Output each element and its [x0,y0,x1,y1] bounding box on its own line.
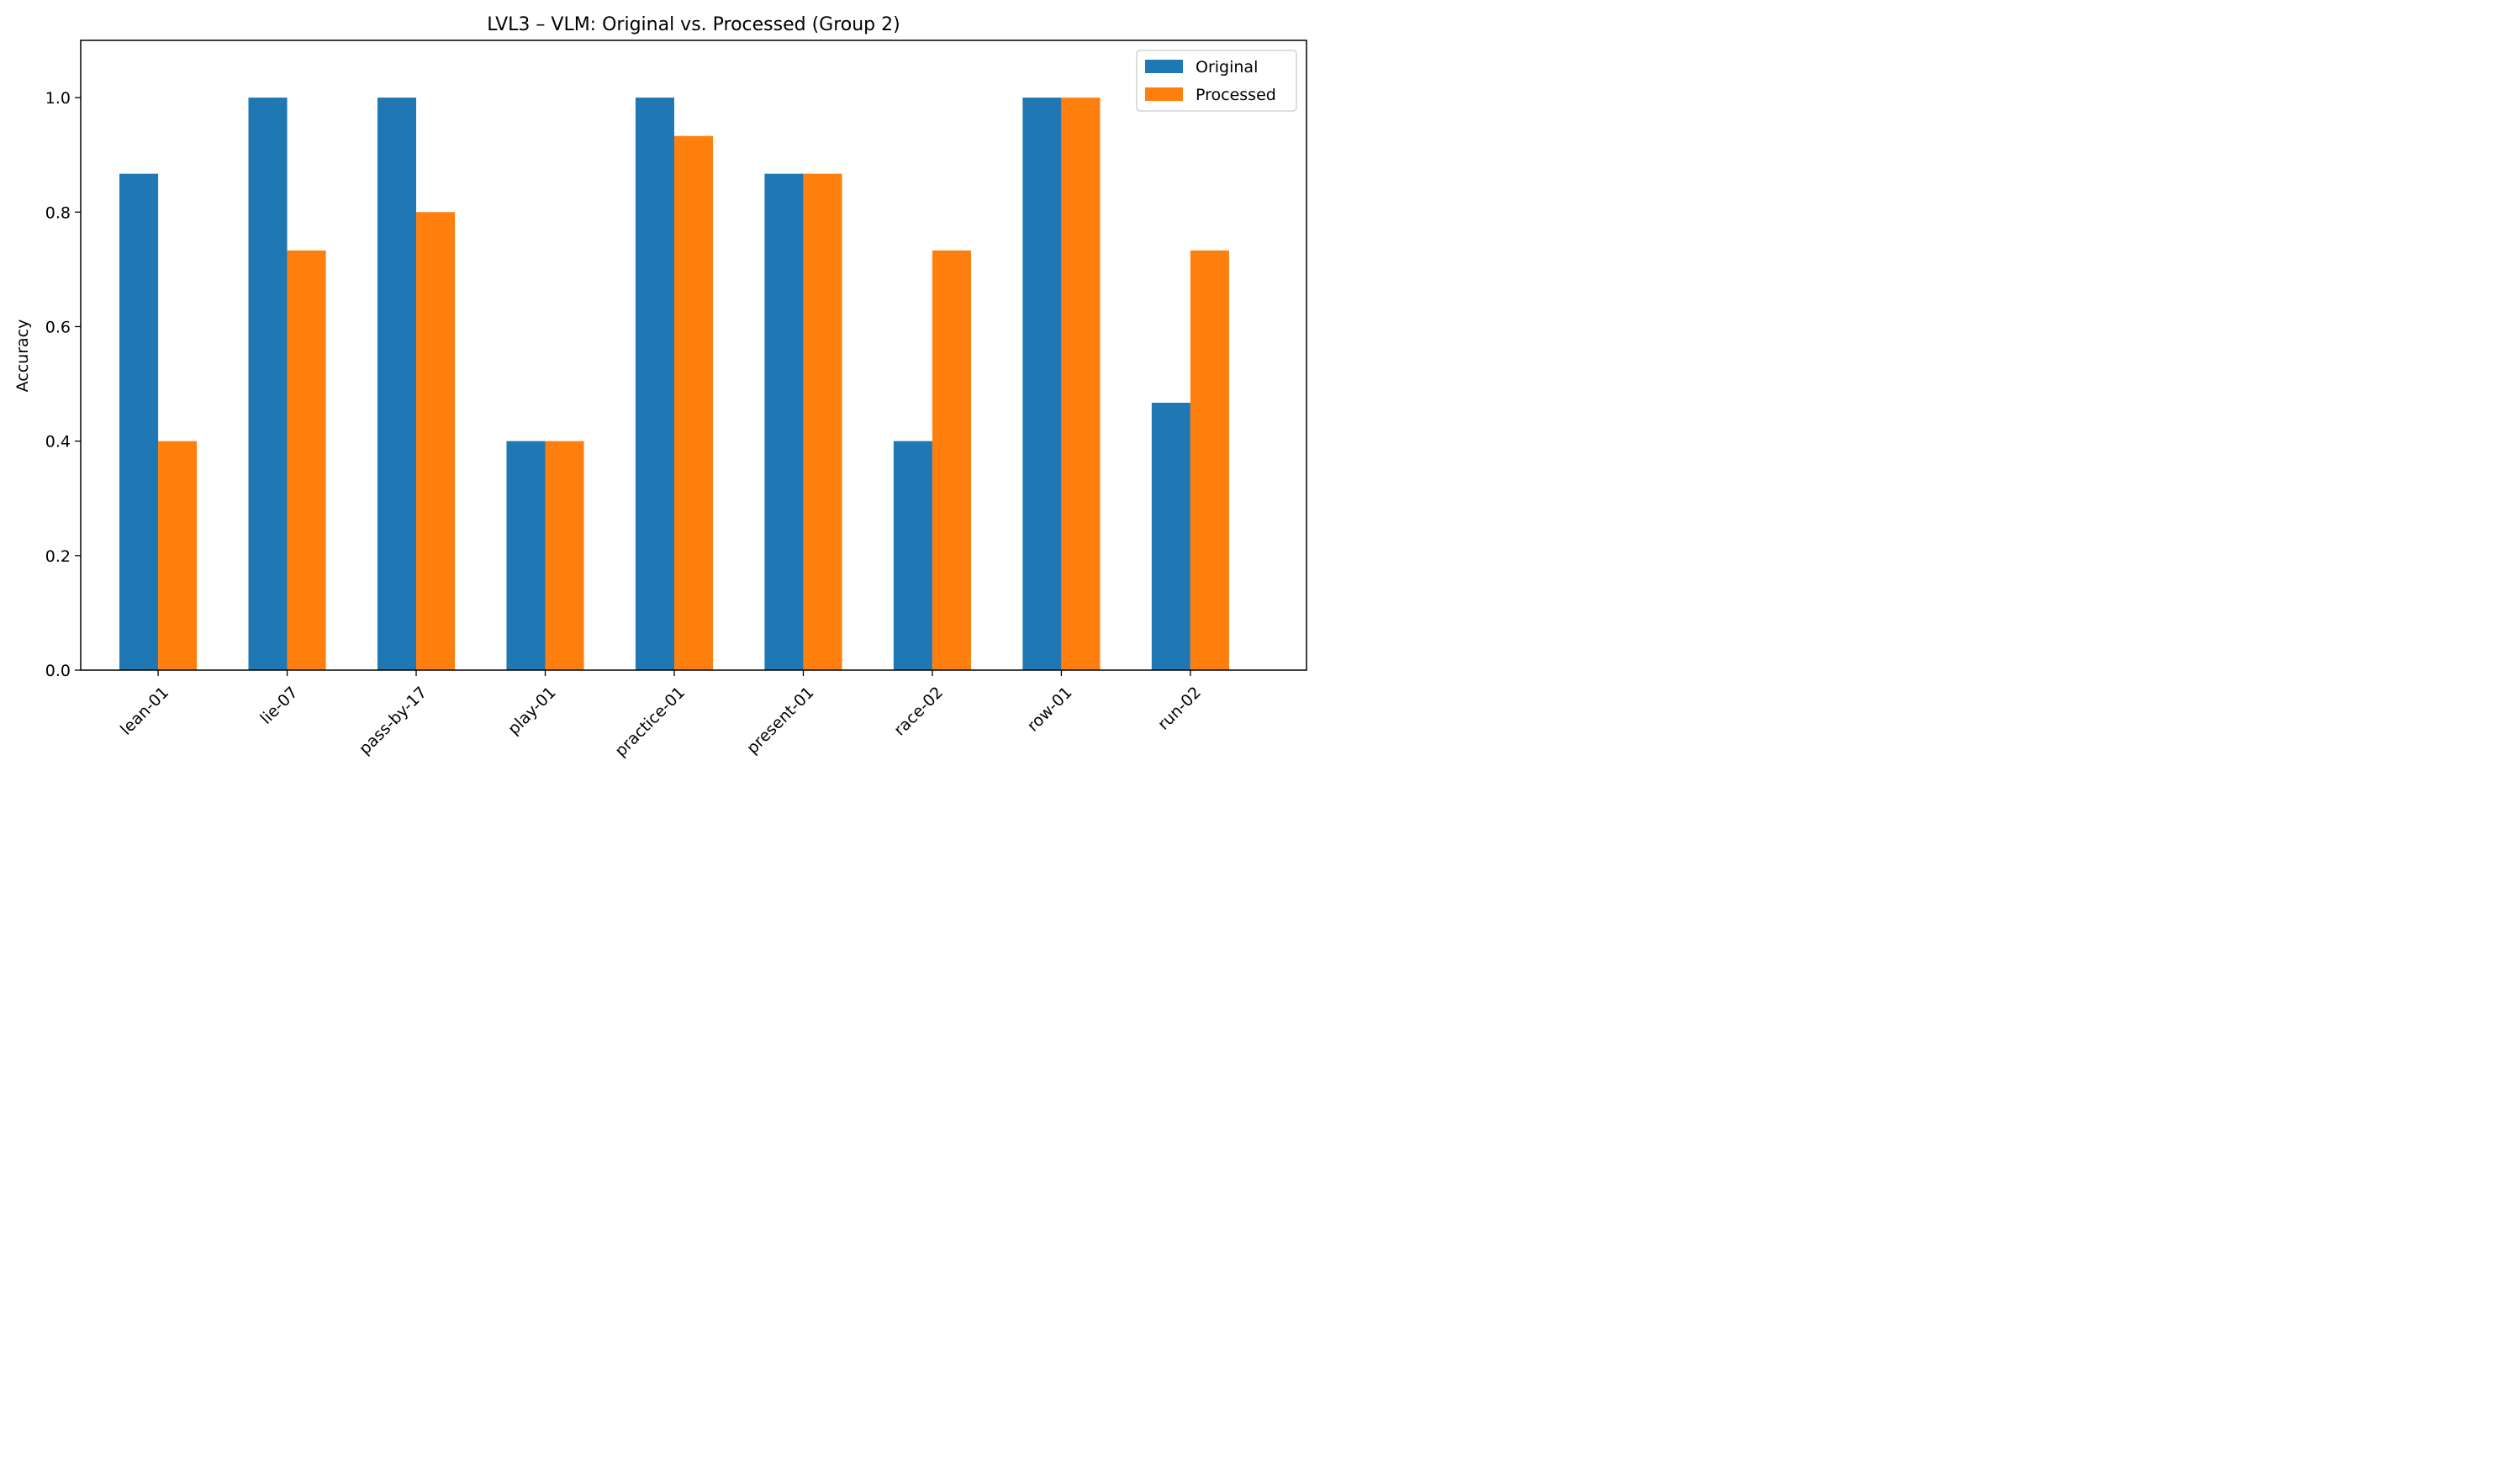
x-tick-label-play-01: play-01 [504,684,560,739]
bar-processed-row-01 [1061,98,1101,670]
bar-original-pass-by-17 [377,98,417,670]
x-tick-label-row-01: row-01 [1024,684,1076,736]
bar-processed-present-01 [803,173,842,670]
x-axis-ticks: lean-01 lie-07 pass-by-17 play-01 practice-0… [117,670,1205,760]
y-tick-label: 0.2 [45,547,71,566]
y-tick-label: 0.8 [45,203,71,222]
bar-original-play-01 [506,441,546,670]
y-tick-label: 0.0 [45,662,71,680]
chart-title: LVL3 – VLM: Original vs. Processed (Grou… [487,14,900,35]
legend-swatch-original [1145,60,1183,73]
x-tick-label-practice-01: practice-01 [611,684,689,761]
bars-group [119,98,1229,671]
bar-processed-run-02 [1190,250,1229,670]
x-tick-label-lie-07: lie-07 [256,684,301,728]
legend-swatch-processed [1145,87,1183,101]
y-axis-label: Accuracy [13,320,32,393]
x-tick-label-lean-01: lean-01 [117,684,172,739]
plot-area-frame [80,40,1307,671]
bar-original-practice-01 [635,98,674,670]
legend-label-processed: Processed [1196,86,1276,104]
bar-processed-race-02 [932,250,971,670]
y-tick-label: 0.6 [45,318,71,336]
bar-chart: LVL3 – VLM: Original vs. Processed (Grou… [13,14,1307,760]
bar-original-race-02 [893,441,932,670]
bar-original-lean-01 [119,173,159,670]
bar-original-lie-07 [248,98,288,670]
bar-original-row-01 [1022,98,1062,670]
legend: Original Processed [1136,50,1297,112]
y-tick-label: 0.4 [45,433,71,452]
bar-original-present-01 [764,173,804,670]
y-axis-ticks: 0.0 0.2 0.4 0.6 0.8 1.0 [45,89,81,680]
x-tick-label-run-02: run-02 [1154,684,1205,734]
bar-processed-lean-01 [158,441,198,670]
x-tick-label-race-02: race-02 [890,684,947,740]
bar-original-run-02 [1151,403,1190,670]
bar-processed-lie-07 [287,250,326,670]
bar-processed-practice-01 [673,135,714,671]
x-tick-label-pass-by-17: pass-by-17 [356,684,430,758]
legend-label-original: Original [1196,58,1258,77]
bar-processed-pass-by-17 [416,212,456,671]
y-tick-label: 1.0 [45,89,71,108]
bar-processed-play-01 [545,441,584,670]
x-tick-label-present-01: present-01 [743,684,818,758]
